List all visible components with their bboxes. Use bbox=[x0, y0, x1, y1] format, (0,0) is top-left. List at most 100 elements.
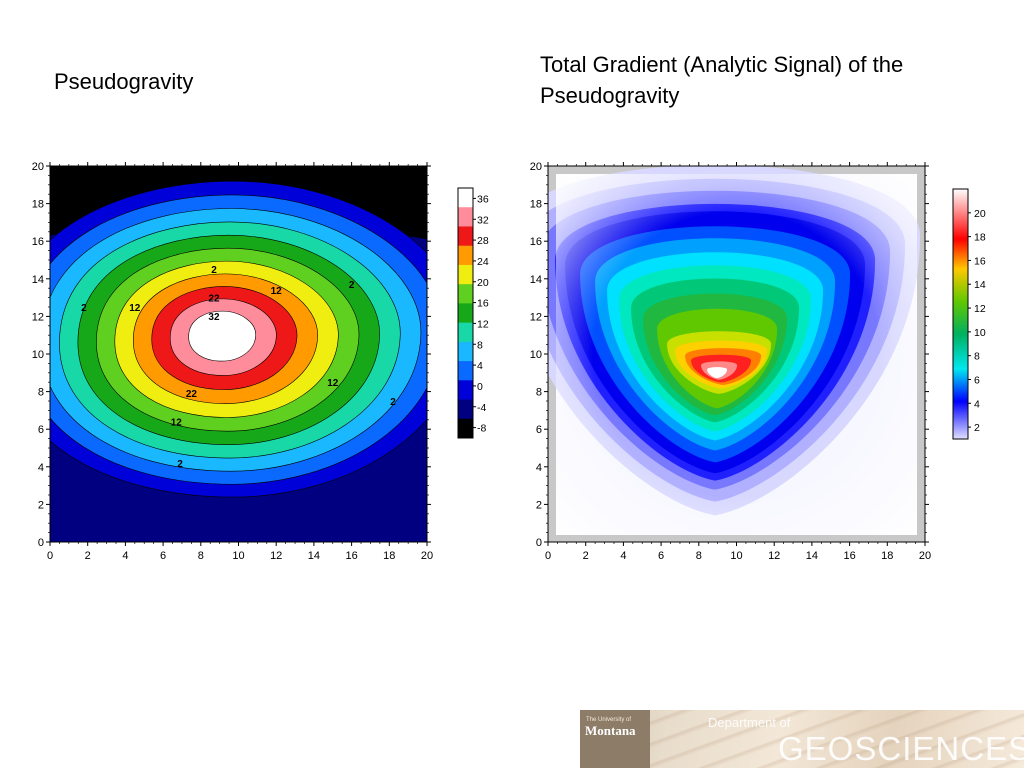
x-tick-label: 6 bbox=[658, 550, 664, 562]
x-tick-label: 8 bbox=[198, 550, 204, 562]
colorbar-label: 2 bbox=[974, 422, 980, 434]
colorbar-label: 12 bbox=[477, 318, 489, 330]
left-axes: 0 2 4 6 8 10 12 14 16 18 20 0 2 4 6 8 10 12 14 16 18 20 bbox=[32, 161, 433, 562]
x-tick-label: 10 bbox=[232, 550, 244, 562]
colorbar-gradient bbox=[952, 188, 969, 440]
contour-line bbox=[114, 260, 339, 418]
colorbar-swatch bbox=[458, 188, 473, 208]
y-tick-label: 2 bbox=[536, 499, 542, 511]
colorbar-swatch bbox=[458, 245, 473, 266]
colorbar-label: 36 bbox=[477, 193, 489, 205]
colorbar-label: 16 bbox=[974, 255, 986, 267]
y-tick-label: 18 bbox=[530, 199, 542, 211]
colorbar-label: 0 bbox=[477, 381, 483, 393]
colorbar-frame bbox=[457, 187, 474, 439]
contour-line bbox=[50, 180, 427, 498]
contour-label: 22 bbox=[208, 293, 220, 304]
x-tick-label: 10 bbox=[730, 550, 742, 562]
analytic-signal-chart: 0 2 4 6 8 10 12 14 16 18 20 0 2 4 6 8 10 12 14 16 18 20 20 18 1… bbox=[530, 161, 986, 562]
x-tick-label: 16 bbox=[843, 550, 855, 562]
y-tick-label: 20 bbox=[32, 161, 44, 173]
x-tick-label: 0 bbox=[545, 550, 551, 562]
colorbar-label: 6 bbox=[974, 374, 980, 386]
contour-label: 12 bbox=[327, 378, 339, 389]
contour-line bbox=[50, 194, 427, 485]
colorbar-label: 20 bbox=[974, 208, 986, 220]
colorbar-label: -4 bbox=[477, 402, 486, 414]
colorbar-swatch bbox=[458, 341, 473, 362]
banner-texture bbox=[580, 710, 1024, 768]
y-tick-label: 14 bbox=[530, 274, 542, 286]
logo-main-text: Montana bbox=[585, 723, 636, 738]
colorbar-label: 4 bbox=[974, 398, 980, 410]
contour-line bbox=[50, 208, 422, 472]
contour-line bbox=[96, 247, 360, 432]
geosciences-label: GEOSCIENCES bbox=[778, 730, 1024, 767]
x-tick-label: 4 bbox=[620, 550, 626, 562]
y-tick-label: 0 bbox=[536, 537, 542, 549]
colorbar-swatch bbox=[458, 380, 473, 401]
colorbar-label: 32 bbox=[477, 214, 489, 226]
signal-edge-fade bbox=[556, 174, 917, 535]
colorbar-label: 28 bbox=[477, 235, 489, 247]
y-tick-label: 18 bbox=[32, 199, 44, 211]
contour-band bbox=[188, 311, 256, 362]
y-tick-label: 12 bbox=[530, 311, 542, 323]
contour-label: 32 bbox=[208, 312, 220, 323]
y-tick-label: 8 bbox=[536, 387, 542, 399]
x-tick-label: 12 bbox=[270, 550, 282, 562]
colorbar-swatch bbox=[458, 207, 473, 227]
colorbar-label: 18 bbox=[974, 232, 986, 244]
contour-label: 2 bbox=[177, 459, 183, 470]
right-chart-title: Total Gradient (Analytic Signal) of the … bbox=[540, 52, 904, 108]
contour-label: 2 bbox=[390, 397, 396, 408]
x-tick-label: 8 bbox=[696, 550, 702, 562]
contour-lines bbox=[50, 180, 427, 498]
x-tick-label: 14 bbox=[806, 550, 818, 562]
x-tick-label: 4 bbox=[122, 550, 128, 562]
contour-line bbox=[59, 221, 401, 459]
y-tick-label: 0 bbox=[38, 537, 44, 549]
x-tick-label: 20 bbox=[421, 550, 433, 562]
contour-line bbox=[169, 298, 277, 376]
y-tick-label: 16 bbox=[530, 236, 542, 248]
x-tick-label: 18 bbox=[881, 550, 893, 562]
y-tick-label: 4 bbox=[536, 462, 542, 474]
colorbar-swatch bbox=[458, 284, 473, 304]
y-tick-label: 8 bbox=[38, 387, 44, 399]
colorbar-label: 16 bbox=[477, 298, 489, 310]
logo-small-text: The University of bbox=[586, 717, 632, 723]
x-tick-label: 18 bbox=[383, 550, 395, 562]
contour-line bbox=[151, 286, 298, 390]
x-tick-label: 6 bbox=[160, 550, 166, 562]
x-tick-label: 12 bbox=[768, 550, 780, 562]
colorbar-swatch bbox=[458, 303, 473, 324]
x-tick-label: 2 bbox=[583, 550, 589, 562]
colorbar-label: 8 bbox=[974, 351, 980, 363]
colorbar-swatch bbox=[458, 226, 473, 247]
contour-label: 2 bbox=[81, 303, 87, 314]
colorbar-label: 8 bbox=[477, 339, 483, 351]
left-chart-title: Pseudogravity bbox=[54, 69, 194, 94]
colorbar-swatch bbox=[458, 418, 473, 439]
contour-line bbox=[188, 310, 257, 362]
x-tick-label: 14 bbox=[308, 550, 320, 562]
y-tick-label: 12 bbox=[32, 311, 44, 323]
colorbar-swatch bbox=[458, 361, 473, 381]
x-tick-label: 2 bbox=[85, 550, 91, 562]
colorbar-label: 10 bbox=[974, 327, 986, 339]
y-tick-label: 10 bbox=[530, 349, 542, 361]
colorbar-label: 14 bbox=[974, 279, 986, 291]
x-tick-label: 20 bbox=[919, 550, 931, 562]
colorbar-label: 4 bbox=[477, 360, 483, 372]
geosciences-banner: The University of Montana Department of … bbox=[580, 710, 1024, 768]
x-tick-label: 16 bbox=[345, 550, 357, 562]
y-tick-label: 6 bbox=[38, 424, 44, 436]
department-label: Department of bbox=[708, 715, 791, 730]
y-tick-label: 16 bbox=[32, 236, 44, 248]
right-axes: 0 2 4 6 8 10 12 14 16 18 20 0 2 4 6 8 10 12 14 16 18 20 bbox=[530, 161, 931, 562]
contour-label: 22 bbox=[186, 389, 198, 400]
colorbar-swatch bbox=[458, 322, 473, 343]
